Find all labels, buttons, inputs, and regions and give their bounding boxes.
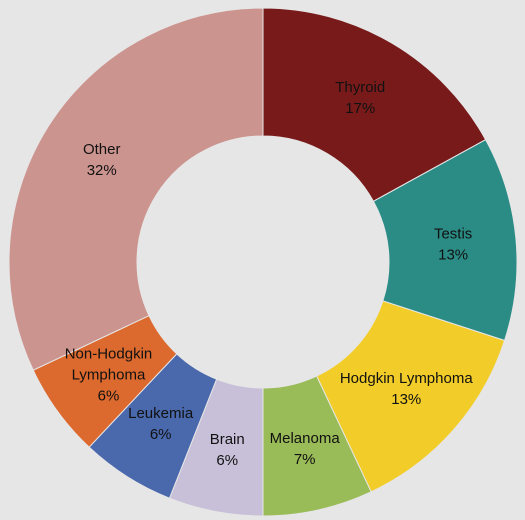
label-non-hodgkin-lymphoma: Non-Hodgkin Lymphoma 6% [65,345,153,404]
label-line: Melanoma [270,430,341,447]
label-line: Other [83,141,121,158]
label-line: 7% [294,451,316,468]
label-line: Testis [434,226,472,243]
label-line: 6% [216,452,238,469]
label-leukemia: Leukemia 6% [128,405,194,443]
label-other: Other 32% [83,141,121,179]
slice-thyroid [262,7,487,202]
label-line: 13% [438,247,468,264]
label-hodgkin-lymphoma: Hodgkin Lymphoma 13% [340,370,474,408]
slices [8,7,518,517]
label-line: 17% [345,100,375,117]
label-line: 6% [98,387,120,404]
label-line: 6% [150,426,172,443]
label-testis: Testis 13% [434,226,472,264]
slice-other [8,7,264,371]
label-line: 32% [87,162,117,179]
label-line: Leukemia [128,405,194,422]
label-brain: Brain 6% [210,431,245,469]
label-melanoma: Melanoma 7% [270,430,341,468]
slice-labels: Thyroid 17% Testis 13% Hodgkin Lymphoma 13% Me… [65,79,474,469]
label-line: Thyroid [335,79,385,96]
label-line: 13% [391,391,421,408]
label-thyroid: Thyroid 17% [335,79,385,117]
label-line: Non-Hodgkin [65,345,153,362]
label-line: Brain [210,431,245,448]
label-line: Lymphoma [72,366,146,383]
label-line: Hodgkin Lymphoma [340,370,474,387]
